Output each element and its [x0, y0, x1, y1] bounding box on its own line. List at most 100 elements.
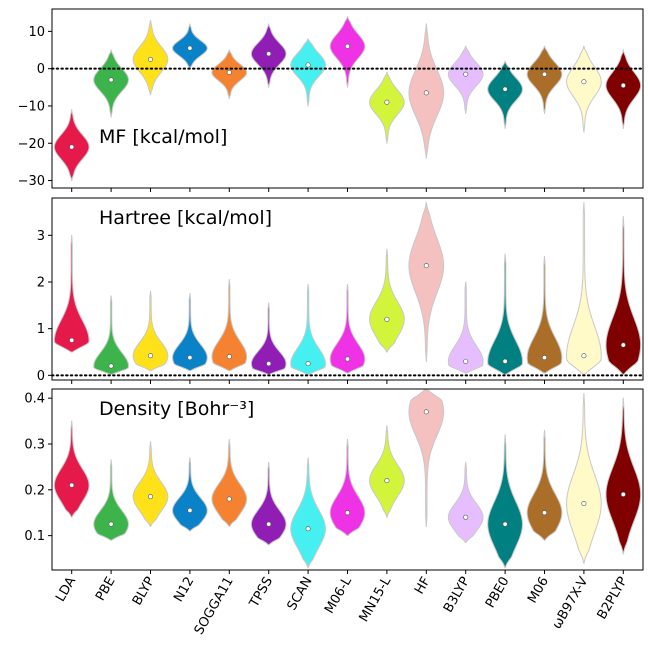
median-marker-0-14 — [620, 82, 626, 88]
median-marker-0-3 — [187, 45, 193, 51]
median-marker-2-14 — [620, 491, 626, 497]
violin-1-1 — [93, 295, 129, 375]
y-tick-label: 0 — [37, 62, 45, 77]
y-tick-label: 2 — [37, 276, 45, 291]
median-marker-1-11 — [502, 358, 508, 364]
y-tick-label: 0.3 — [24, 437, 45, 452]
violin-0-12 — [526, 45, 563, 114]
median-marker-1-0 — [69, 337, 75, 343]
y-tick-label: −20 — [18, 137, 45, 152]
violin-2-11 — [487, 434, 523, 569]
median-marker-2-3 — [187, 507, 193, 513]
violin-1-2 — [132, 290, 169, 372]
violin-1-7 — [329, 283, 366, 374]
median-marker-0-9 — [423, 90, 429, 96]
y-tick-label: 0.1 — [24, 529, 45, 544]
median-marker-1-6 — [305, 361, 311, 367]
median-marker-0-0 — [69, 144, 75, 150]
violin-2-10 — [447, 461, 484, 544]
violin-2-3 — [172, 457, 208, 532]
violin-0-8 — [369, 71, 405, 144]
violin-0-14 — [605, 49, 642, 129]
violin-2-5 — [250, 461, 287, 546]
median-marker-0-6 — [305, 62, 311, 68]
median-marker-0-5 — [266, 51, 272, 57]
median-marker-0-10 — [463, 71, 469, 77]
violin-2-0 — [53, 420, 90, 518]
panel-label-2: Hartree [kcal/mol] — [99, 207, 272, 229]
median-marker-1-5 — [266, 361, 272, 367]
y-tick-label: 10 — [28, 25, 45, 40]
violin-2-9 — [408, 389, 445, 527]
panel-1: 10 0 −10 −20 −30 MF [kcal/mol] — [18, 8, 644, 192]
median-marker-1-1 — [108, 363, 114, 369]
violin-1-14 — [605, 216, 642, 375]
violins-panel-1 — [53, 15, 642, 182]
median-marker-2-12 — [541, 510, 547, 516]
y-tick-label: 0 — [37, 369, 45, 384]
y-tick-label: 0.4 — [24, 392, 45, 407]
violin-2-8 — [369, 425, 405, 518]
violin-2-6 — [290, 457, 326, 569]
median-marker-0-13 — [581, 79, 587, 85]
y-tick-label: 0.2 — [24, 483, 45, 498]
median-marker-0-8 — [384, 99, 390, 105]
median-marker-2-4 — [226, 496, 232, 502]
median-marker-1-4 — [226, 354, 232, 360]
median-marker-1-7 — [344, 356, 350, 362]
violin-2-4 — [211, 438, 248, 527]
y-tick-label: 3 — [37, 229, 45, 244]
y-tick-label: −30 — [18, 174, 45, 189]
violin-0-11 — [487, 60, 523, 129]
violin-1-11 — [487, 253, 523, 375]
median-marker-2-1 — [108, 521, 114, 527]
violin-2-7 — [329, 438, 366, 537]
violin-2-12 — [526, 429, 563, 541]
median-marker-1-14 — [620, 342, 626, 348]
median-marker-1-12 — [541, 355, 547, 361]
median-marker-0-11 — [502, 86, 508, 92]
median-marker-2-5 — [266, 521, 272, 527]
median-marker-0-12 — [541, 71, 547, 77]
median-marker-2-6 — [305, 526, 311, 532]
median-marker-2-9 — [423, 409, 429, 415]
median-marker-2-13 — [581, 501, 587, 507]
violin-1-13 — [566, 202, 602, 375]
median-marker-0-4 — [226, 69, 232, 75]
median-marker-2-7 — [344, 510, 350, 516]
median-marker-0-2 — [148, 56, 154, 62]
median-marker-0-7 — [344, 43, 350, 49]
violin-2-13 — [566, 393, 602, 564]
violin-0-7 — [329, 15, 366, 88]
violin-2-14 — [605, 397, 642, 555]
violin-1-4 — [211, 279, 248, 372]
median-marker-1-10 — [463, 358, 469, 364]
panel-3: 0.4 0.3 0.2 0.1 Density [Bohr⁻³] — [24, 388, 644, 574]
violin-1-6 — [290, 283, 326, 375]
median-marker-2-2 — [148, 494, 154, 500]
median-marker-2-10 — [463, 514, 469, 520]
median-marker-1-3 — [187, 355, 193, 361]
violin-1-9 — [408, 202, 445, 362]
violin-0-10 — [447, 45, 484, 114]
median-marker-1-2 — [148, 353, 154, 359]
violins-panel-2 — [53, 202, 642, 375]
violin-2-1 — [93, 459, 129, 541]
median-marker-1-8 — [384, 316, 390, 322]
median-marker-1-13 — [581, 353, 587, 359]
violin-1-8 — [369, 248, 405, 353]
violin-1-0 — [53, 234, 90, 353]
violin-0-6 — [290, 38, 326, 107]
y-tick-label: 1 — [37, 322, 45, 337]
median-marker-2-8 — [384, 478, 390, 484]
median-marker-1-9 — [423, 263, 429, 269]
panel-label-1: MF [kcal/mol] — [99, 126, 227, 148]
violin-1-10 — [447, 281, 484, 374]
violins-panel-3 — [53, 389, 642, 569]
panel-2: 3 2 1 0 Hartree [kcal/mol] — [37, 197, 644, 384]
median-marker-2-11 — [502, 521, 508, 527]
y-tick-label: −10 — [18, 99, 45, 114]
